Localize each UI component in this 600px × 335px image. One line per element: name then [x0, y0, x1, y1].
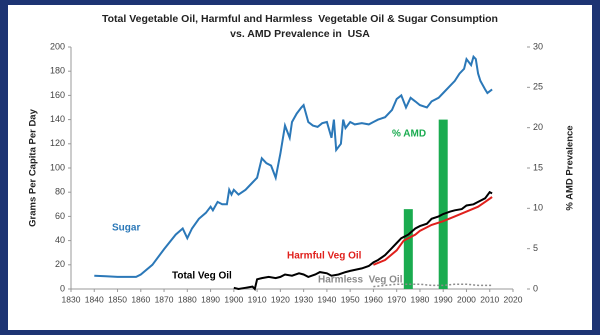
y-tick-label: 20	[55, 259, 65, 269]
x-tick-label: 1980	[410, 294, 429, 304]
x-tick-label: 1930	[294, 294, 313, 304]
series-label: Harmful Veg Oil	[287, 251, 362, 262]
y-tick-label: 140	[50, 114, 65, 124]
x-tick-label: 1940	[317, 294, 336, 304]
x-tick-label: 1920	[271, 294, 290, 304]
x-tick-label: 2020	[504, 294, 523, 304]
y2-tick-label: 0	[533, 283, 538, 293]
x-tick-label: 1990	[434, 294, 453, 304]
y2-tick-label: 10	[533, 203, 543, 213]
y2-axis-title: % AMD Prevalence	[565, 125, 576, 210]
x-tick-label: 1840	[85, 294, 104, 304]
y-axis-title: Grams Per Capita Per Day	[28, 108, 39, 226]
y-tick-label: 60	[55, 211, 65, 221]
chart-title: Total Vegetable Oil, Harmful and Harmles…	[102, 13, 498, 25]
series-label: Total Veg Oil	[172, 271, 232, 282]
y2-tick-label: 5	[533, 243, 538, 253]
x-tick-label: 1870	[155, 294, 174, 304]
y-tick-label: 80	[55, 187, 65, 197]
y-tick-label: 160	[50, 90, 65, 100]
x-tick-label: 1890	[201, 294, 220, 304]
chart-subtitle: vs. AMD Prevalence in USA	[230, 28, 370, 40]
y-tick-label: 0	[60, 283, 65, 293]
y-tick-label: 120	[50, 138, 65, 148]
y2-tick-label: 30	[533, 41, 543, 51]
chart-panel	[8, 5, 592, 330]
series-label: Harmless Veg Oil	[318, 275, 403, 286]
x-tick-label: 1880	[178, 294, 197, 304]
y-tick-label: 40	[55, 235, 65, 245]
series-line	[373, 196, 493, 266]
y2-tick-label: 25	[533, 82, 543, 92]
x-tick-label: 2000	[457, 294, 476, 304]
series-label: % AMD	[392, 129, 426, 140]
x-tick-label: 1900	[224, 294, 243, 304]
bar	[403, 209, 413, 289]
x-tick-label: 1960	[364, 294, 383, 304]
series-line	[233, 190, 493, 292]
y-tick-label: 180	[50, 66, 65, 76]
bar	[438, 119, 448, 289]
x-tick-label: 1970	[387, 294, 406, 304]
x-tick-label: 1850	[108, 294, 127, 304]
x-tick-label: 1860	[131, 294, 150, 304]
x-tick-label: 2010	[480, 294, 499, 304]
y2-tick-label: 15	[533, 162, 543, 172]
x-tick-label: 1830	[62, 294, 81, 304]
series-line	[373, 283, 493, 288]
x-tick-label: 1910	[248, 294, 267, 304]
x-tick-label: 1950	[341, 294, 360, 304]
y-tick-label: 200	[50, 41, 65, 51]
y-tick-label: 100	[50, 162, 65, 172]
series-line	[94, 54, 493, 278]
y2-tick-label: 20	[533, 122, 543, 132]
series-label: Sugar	[112, 223, 140, 234]
